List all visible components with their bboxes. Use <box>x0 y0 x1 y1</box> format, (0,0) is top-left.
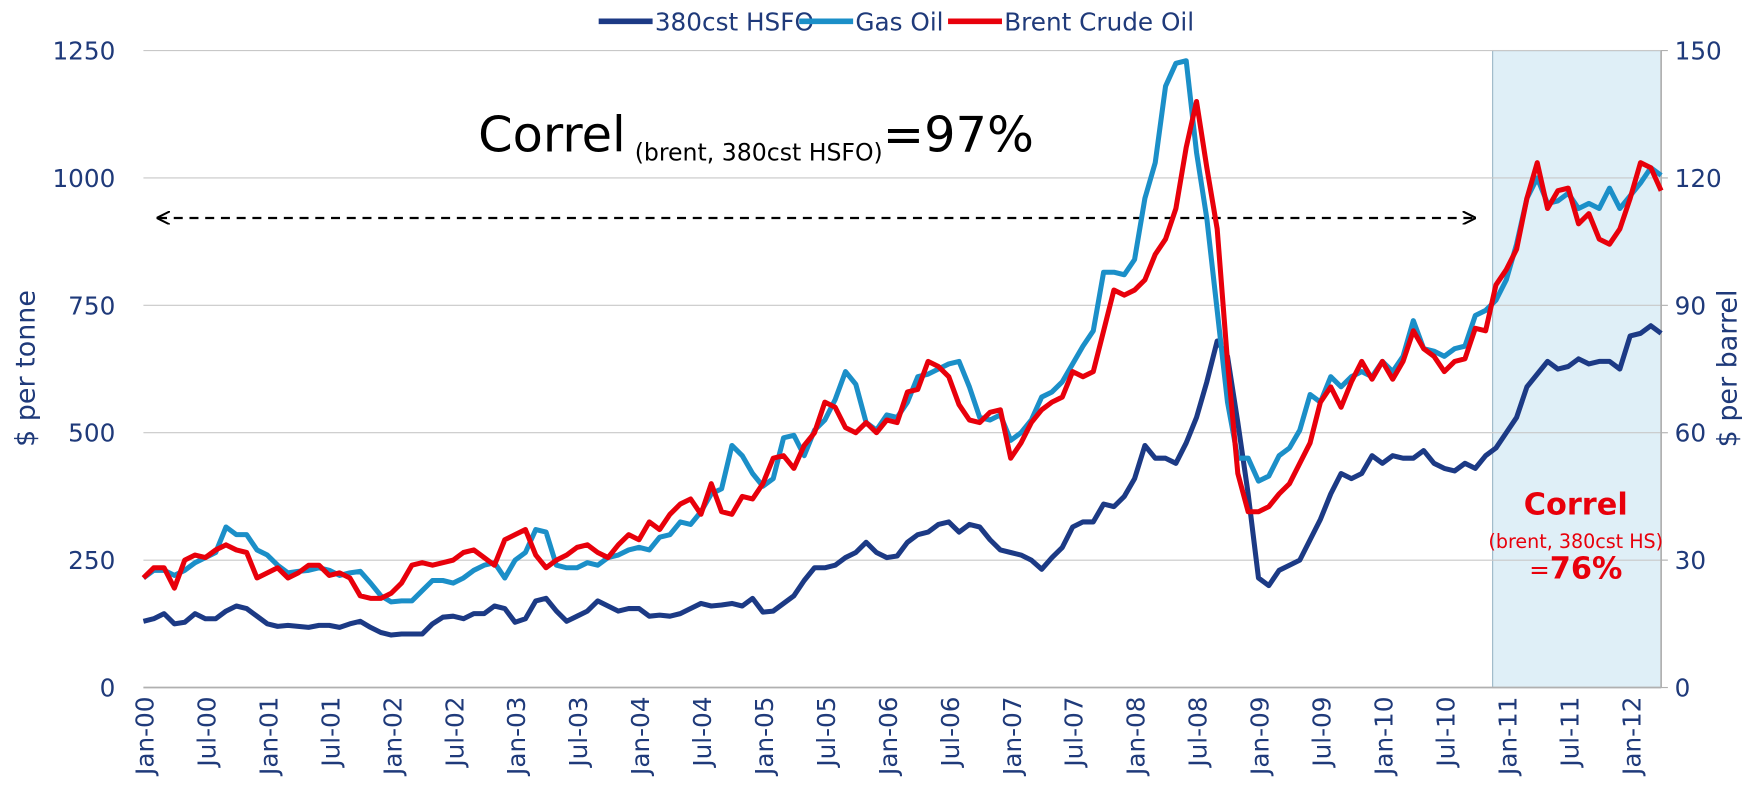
x-tick-label: Jul-09 <box>1308 697 1337 769</box>
annotation-percent: 76% <box>1550 552 1623 587</box>
x-tick-label: Jan-00 <box>131 697 160 777</box>
y2-axis-label: $ per barrel <box>1712 290 1743 448</box>
x-tick-label: Jan-11 <box>1493 697 1522 777</box>
x-tick-label: Jul-01 <box>316 697 345 769</box>
box-annotation-title: Correl <box>1524 488 1628 523</box>
x-tick-label: Jul-05 <box>812 697 841 769</box>
y2-tick-label: 150 <box>1675 37 1722 66</box>
plot <box>141 58 1664 638</box>
x-tick-label: Jan-12 <box>1617 697 1646 777</box>
highlight-region <box>1492 49 1662 689</box>
x-tick-label: Jan-04 <box>626 697 655 777</box>
legend-label: Brent Crude Oil <box>1004 7 1194 36</box>
x-tick-label: Jan-02 <box>378 697 407 777</box>
x-tick-label: Jan-06 <box>874 697 903 777</box>
x-ticks: Jan-00 Jul-00 Jan-01 Jul-01 Jan-02 Jul-02 Jan-… <box>131 697 1647 777</box>
y2-tick-label: 90 <box>1675 291 1706 320</box>
x-tick-label: Jan-05 <box>750 697 779 777</box>
x-tick-label: Jul-03 <box>564 697 593 769</box>
x-tick-label: Jan-07 <box>998 697 1027 777</box>
y2-tick-label: 60 <box>1675 419 1706 448</box>
y2-tick-label: 0 <box>1675 674 1691 703</box>
legend: 380cst HSFO Gas Oil Brent Crude Oil <box>598 7 1194 36</box>
annotation-equals: = <box>1529 556 1550 585</box>
y-tick-label: 250 <box>68 546 115 575</box>
annotation-text: Correl <box>478 106 626 164</box>
x-tick-label: Jul-06 <box>936 697 965 769</box>
annotation-value: =97% <box>883 106 1034 164</box>
x-tick-label: Jan-09 <box>1246 697 1275 777</box>
y-tick-label: 1000 <box>52 164 115 193</box>
x-tick-label: Jul-00 <box>192 697 221 769</box>
y-tick-label: 0 <box>100 674 116 703</box>
series-line <box>142 323 1663 638</box>
x-tick-label: Jan-03 <box>502 697 531 777</box>
annotation-subscript: (brent, 380cst HSFO) <box>635 139 883 167</box>
x-tick-label: Jul-04 <box>688 697 717 769</box>
legend-label: 380cst HSFO <box>655 7 814 36</box>
x-tick-label: Jul-08 <box>1184 697 1213 769</box>
x-tick-label: Jul-11 <box>1555 697 1584 769</box>
correl-annotation: Correl (brent, 380cst HSFO)=97% <box>478 106 1034 167</box>
y-tick-label: 750 <box>68 291 115 320</box>
x-tick-label: Jan-10 <box>1369 697 1398 777</box>
x-tick-label: Jan-01 <box>254 697 283 777</box>
y-axis-label: $ per tonne <box>10 290 41 447</box>
x-tick-label: Jul-02 <box>440 697 469 769</box>
x-tick-label: Jul-07 <box>1060 697 1089 769</box>
series-line <box>141 98 1664 601</box>
legend-label: Gas Oil <box>855 7 943 36</box>
x-tick-label: Jan-08 <box>1122 697 1151 777</box>
box-annotation-subscript: (brent, 380cst HS) <box>1488 530 1663 553</box>
y-tick-label: 500 <box>68 419 115 448</box>
x-tick-label: Jul-10 <box>1431 697 1460 769</box>
y2-tick-label: 30 <box>1675 546 1706 575</box>
box-annotation-value: =76% <box>1529 552 1622 587</box>
y-tick-label: 1250 <box>52 37 115 66</box>
y2-tick-label: 120 <box>1675 164 1722 193</box>
